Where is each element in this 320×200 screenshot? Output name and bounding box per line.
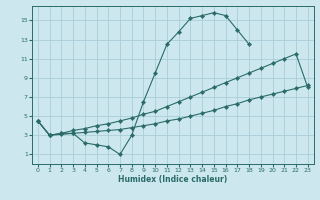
X-axis label: Humidex (Indice chaleur): Humidex (Indice chaleur) <box>118 175 228 184</box>
